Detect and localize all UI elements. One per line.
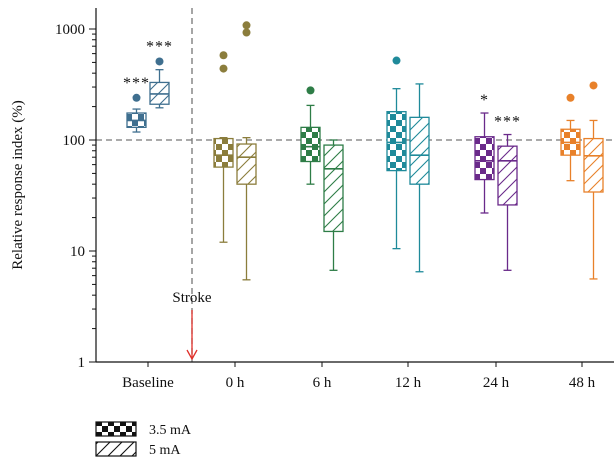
box-3-5-ma-48-h xyxy=(560,93,581,182)
outlier-point xyxy=(589,81,598,90)
box-5-ma-6-h xyxy=(323,139,344,271)
boxes-layer xyxy=(126,21,604,281)
x-tick-label-48-h: 48 h xyxy=(569,375,596,391)
box-body xyxy=(323,144,344,233)
outlier-point xyxy=(392,56,401,65)
box-5-ma-24-h xyxy=(497,133,518,271)
legend-label-3-5-ma: 3.5 mA xyxy=(149,423,192,438)
outlier-point xyxy=(242,28,251,37)
box-3-5-ma-0-h xyxy=(213,51,234,243)
y-axis-label: Relative response index (%) xyxy=(10,100,26,270)
stroke-arrow-head xyxy=(186,349,198,361)
reference-layer xyxy=(96,8,614,362)
outlier-point xyxy=(242,21,251,30)
box-3-5-ma-24-h xyxy=(474,112,495,214)
outlier-point xyxy=(219,51,228,60)
significance-label: *** xyxy=(123,75,150,92)
outlier-point xyxy=(132,93,141,102)
y-tick-label: 10 xyxy=(70,244,85,260)
box-5-ma-baseline xyxy=(149,57,170,109)
significance-label: *** xyxy=(494,114,521,131)
x-tick-label-6-h: 6 h xyxy=(313,375,332,391)
stroke-annotation-label: Stroke xyxy=(172,290,212,306)
box-3-5-ma-6-h xyxy=(300,86,321,185)
outlier-point xyxy=(306,86,315,95)
box-body xyxy=(583,137,604,193)
box-5-ma-48-h xyxy=(583,81,604,280)
x-tick-label-24-h: 24 h xyxy=(483,375,510,391)
significance-label: *** xyxy=(146,38,173,55)
box-body xyxy=(409,116,430,185)
legend-swatch-3-5-ma xyxy=(95,421,137,437)
box-body xyxy=(213,137,234,168)
text-layer: 1 10 100 1000 Relative response index (%) Bas… xyxy=(10,22,596,391)
box-body xyxy=(300,126,321,163)
box-body xyxy=(497,145,518,206)
y-tick-label: 1 xyxy=(78,355,86,371)
box-5-ma-12-h xyxy=(409,83,430,273)
axes-layer xyxy=(89,8,614,367)
outlier-point xyxy=(155,57,164,66)
box-body xyxy=(236,143,257,185)
box-body xyxy=(474,136,495,181)
box-3-5-ma-12-h xyxy=(386,56,407,250)
outlier-point xyxy=(219,64,228,73)
legend-label-5-ma: 5 mA xyxy=(149,443,181,458)
legend: 3.5 mA 5 mA xyxy=(95,421,192,458)
y-tick-label: 100 xyxy=(63,133,86,149)
x-tick-label-baseline: Baseline xyxy=(122,375,174,391)
box-5-ma-0-h xyxy=(236,21,257,281)
x-tick-label-0-h: 0 h xyxy=(226,375,245,391)
y-tick-label: 1000 xyxy=(55,22,85,38)
x-tick-label-12-h: 12 h xyxy=(395,375,422,391)
box-body xyxy=(386,111,407,172)
significance-label: * xyxy=(480,92,489,109)
outlier-point xyxy=(566,93,575,102)
box-3-5-ma-baseline xyxy=(126,93,147,133)
legend-swatch-5-ma xyxy=(95,441,137,457)
